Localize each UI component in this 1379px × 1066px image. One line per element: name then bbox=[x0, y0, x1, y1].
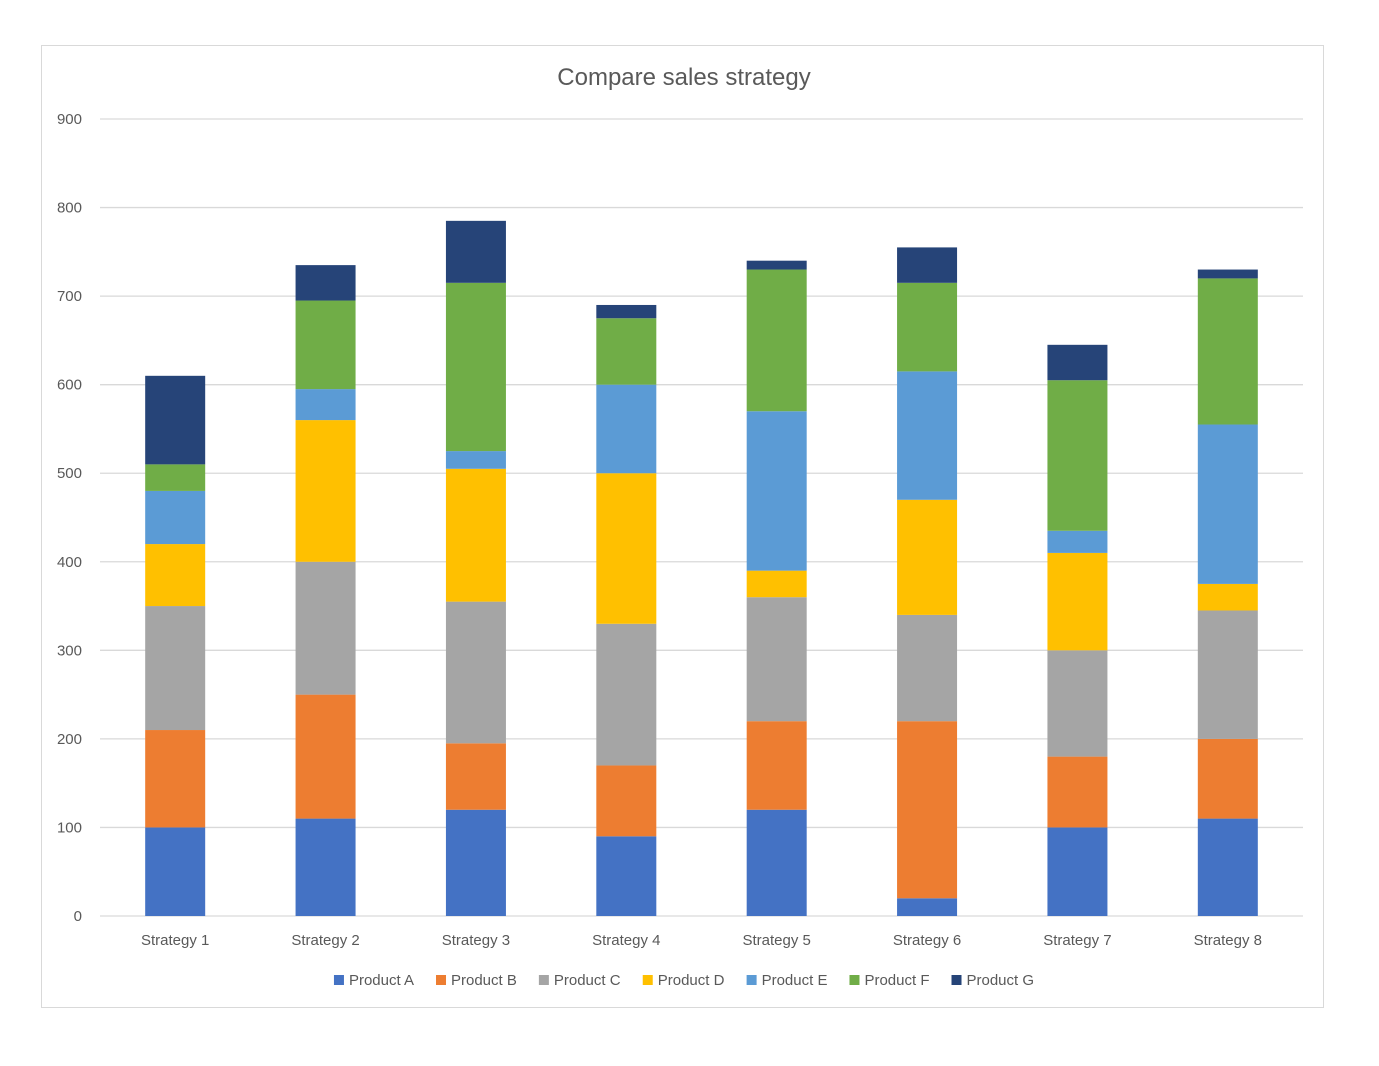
y-tick-label: 900 bbox=[57, 111, 82, 128]
bar-segment bbox=[746, 721, 807, 810]
bar-segment bbox=[145, 490, 206, 545]
legend-label: Product G bbox=[967, 972, 1035, 989]
y-tick-label: 400 bbox=[57, 554, 82, 571]
bar-segment bbox=[145, 464, 206, 491]
bar-segment bbox=[897, 721, 958, 899]
bar-segment bbox=[145, 606, 206, 731]
bar-segment bbox=[1197, 610, 1258, 739]
bar-segment bbox=[746, 260, 807, 270]
bar-segment bbox=[1047, 380, 1108, 531]
bar-segment bbox=[746, 809, 807, 916]
x-tick-label: Strategy 2 bbox=[291, 932, 359, 949]
legend-swatch bbox=[642, 975, 653, 985]
chart-title: Compare sales strategy bbox=[557, 64, 811, 91]
bar-segment bbox=[1197, 583, 1258, 611]
legend-swatch bbox=[746, 975, 757, 985]
legend-label: Product D bbox=[658, 972, 725, 989]
legend-swatch bbox=[436, 975, 447, 985]
bar-segment bbox=[746, 570, 807, 598]
bar-segment bbox=[445, 809, 506, 916]
x-tick-label: Strategy 3 bbox=[442, 932, 510, 949]
bar-segment bbox=[897, 499, 958, 615]
bar-segment bbox=[295, 561, 356, 695]
bar-segment bbox=[1047, 756, 1108, 828]
bar-segment bbox=[1047, 530, 1108, 553]
y-tick-label: 700 bbox=[57, 288, 82, 305]
bar-segment bbox=[897, 282, 958, 372]
legend-label: Product A bbox=[349, 972, 414, 989]
bar-segment bbox=[1197, 424, 1258, 584]
legend-swatch bbox=[951, 975, 962, 985]
gridlines bbox=[100, 118, 1303, 917]
bar-stacks bbox=[145, 220, 1258, 916]
legend-label: Product F bbox=[864, 972, 929, 989]
bar-segment bbox=[145, 827, 206, 916]
bar-segment bbox=[596, 473, 657, 624]
bar-segment bbox=[897, 898, 958, 916]
bar-segment bbox=[445, 743, 506, 810]
bar-segment bbox=[145, 730, 206, 828]
legend-label: Product E bbox=[762, 972, 828, 989]
y-tick-label: 600 bbox=[57, 377, 82, 394]
legend-swatch bbox=[849, 975, 860, 985]
x-axis-tick-labels: Strategy 1 Strategy 2 Strategy 3 Strategy 4… bbox=[141, 932, 1262, 949]
bar-segment bbox=[145, 375, 206, 465]
bar-segment bbox=[596, 765, 657, 837]
x-tick-label: Strategy 6 bbox=[893, 932, 961, 949]
bar-segment bbox=[445, 282, 506, 452]
bar-segment bbox=[1047, 344, 1108, 381]
chart-area bbox=[41, 45, 1324, 1008]
bar-segment bbox=[897, 614, 958, 722]
bar-segment bbox=[897, 371, 958, 500]
bar-segment bbox=[897, 247, 958, 283]
legend: Product A Product B Product C Product D Prod… bbox=[333, 972, 1035, 989]
bar-segment bbox=[1047, 650, 1108, 757]
legend-label: Product C bbox=[554, 972, 621, 989]
bar-segment bbox=[445, 601, 506, 744]
bar-segment bbox=[596, 836, 657, 916]
bar-segment bbox=[596, 623, 657, 766]
legend-label: Product B bbox=[451, 972, 517, 989]
x-tick-label: Strategy 7 bbox=[1043, 932, 1111, 949]
bar-segment bbox=[295, 818, 356, 916]
legend-swatch bbox=[333, 975, 344, 985]
y-tick-label: 500 bbox=[57, 465, 82, 482]
bar-segment bbox=[445, 451, 506, 469]
bar-segment bbox=[746, 269, 807, 412]
bar-segment bbox=[145, 544, 206, 607]
y-axis-tick-labels: 0 100 200 300 400 500 600 700 800 900 bbox=[57, 111, 82, 925]
x-tick-label: Strategy 8 bbox=[1194, 932, 1262, 949]
legend-swatch bbox=[538, 975, 549, 985]
bar-segment bbox=[295, 694, 356, 819]
x-tick-label: Strategy 4 bbox=[592, 932, 660, 949]
bar-segment bbox=[746, 411, 807, 571]
bar-segment bbox=[1047, 552, 1108, 651]
bar-segment bbox=[596, 318, 657, 385]
y-tick-label: 300 bbox=[57, 642, 82, 659]
bar-segment bbox=[295, 300, 356, 390]
y-tick-label: 0 bbox=[74, 908, 82, 925]
y-tick-label: 100 bbox=[57, 819, 82, 836]
bar-segment bbox=[295, 420, 356, 562]
bar-segment bbox=[746, 597, 807, 722]
bar-segment bbox=[295, 389, 356, 421]
bar-segment bbox=[596, 304, 657, 319]
x-tick-label: Strategy 5 bbox=[743, 932, 811, 949]
x-tick-label: Strategy 1 bbox=[141, 932, 209, 949]
bar-segment bbox=[596, 384, 657, 474]
bar-segment bbox=[1197, 278, 1258, 425]
bar-segment bbox=[445, 468, 506, 602]
bar-segment bbox=[445, 220, 506, 283]
bar-segment bbox=[1047, 827, 1108, 916]
bar-segment bbox=[1197, 738, 1258, 819]
bar-segment bbox=[1197, 269, 1258, 279]
y-tick-label: 800 bbox=[57, 200, 82, 217]
bar-segment bbox=[295, 265, 356, 301]
y-tick-label: 200 bbox=[57, 731, 82, 748]
bar-segment bbox=[1197, 818, 1258, 916]
